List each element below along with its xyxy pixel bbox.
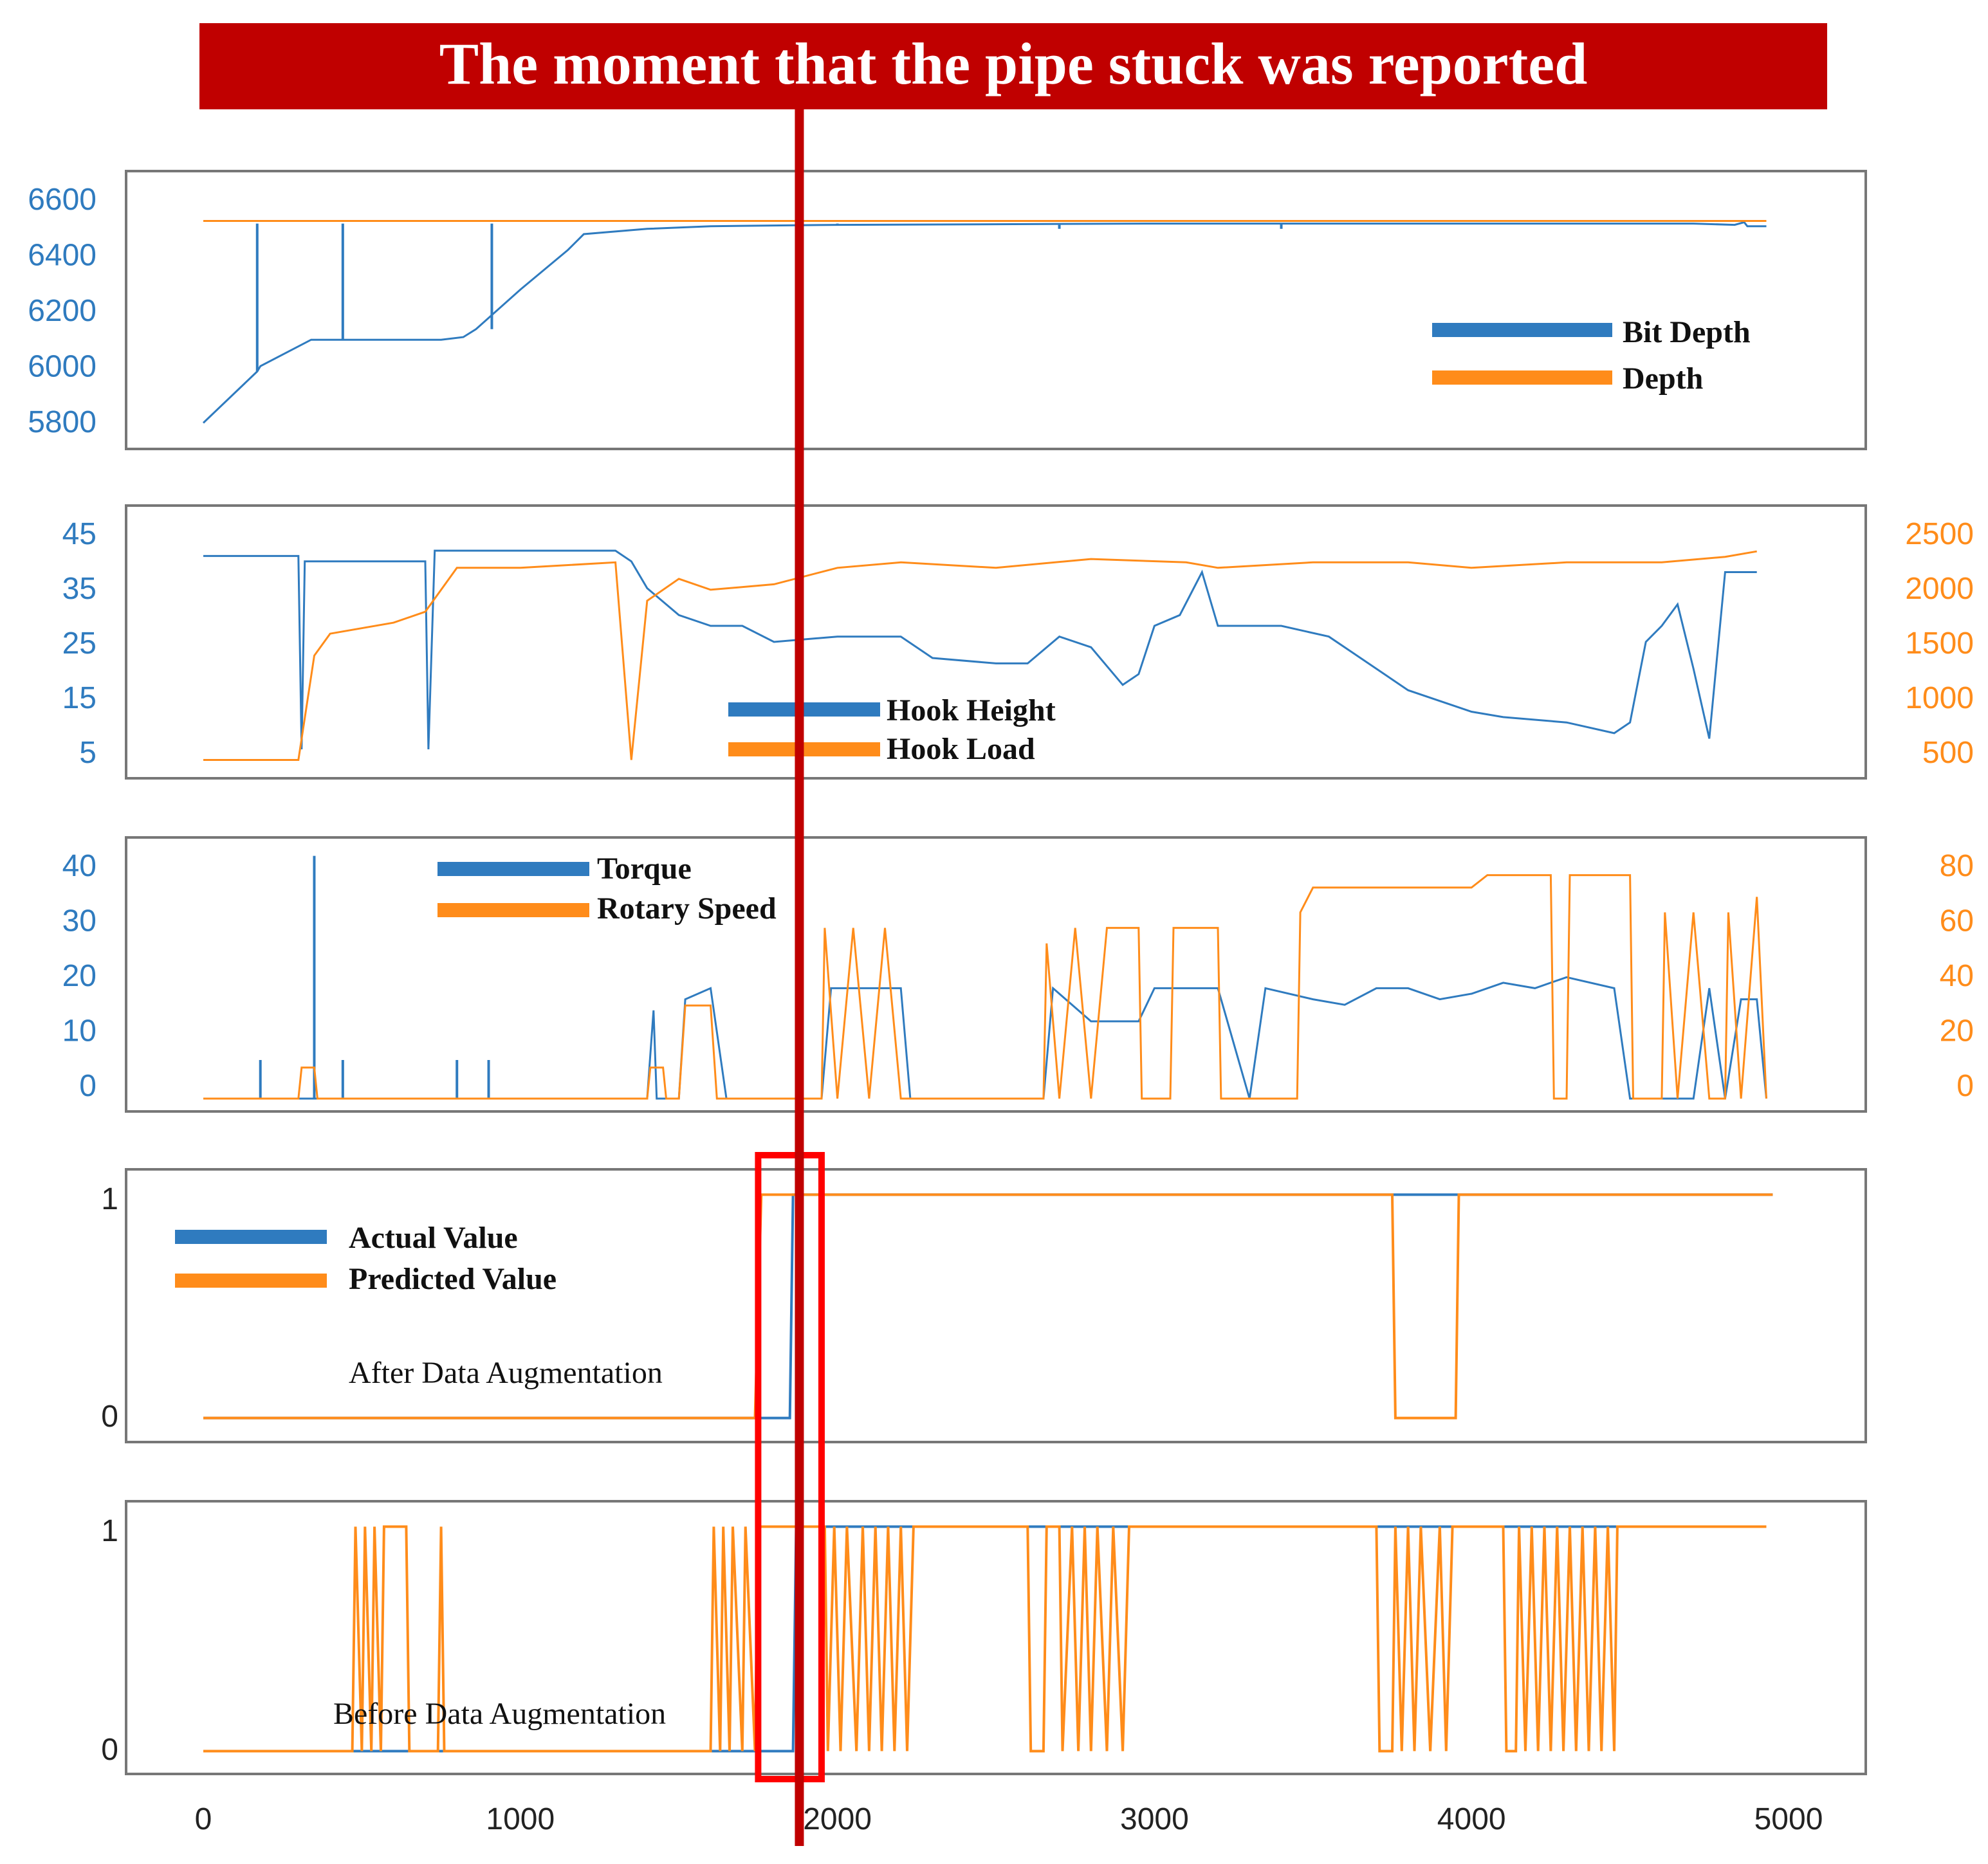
legend-label-torque: Torque [597, 852, 692, 886]
left-tick-p2-1: 35 [62, 572, 97, 606]
banner-background [199, 23, 1827, 109]
legend-label-hook-load: Hook Load [887, 732, 1035, 766]
right-tick-p2-3: 1000 [1905, 681, 1974, 715]
x-tick-1: 1000 [486, 1802, 555, 1836]
panel-1-frame [125, 170, 1867, 450]
left-tick-p5-1: 0 [101, 1733, 118, 1767]
right-tick-p3-2: 40 [1940, 959, 1974, 993]
legend-label-depth: Depth [1623, 361, 1703, 396]
x-tick-2: 2000 [803, 1802, 872, 1836]
legend-label-rotary-speed: Rotary Speed [597, 891, 777, 926]
right-tick-p3-3: 20 [1940, 1014, 1974, 1048]
panel-4-frame [125, 1168, 1867, 1443]
series-line-p2-hook-height [203, 549, 1757, 750]
legend-swatch-rotary-speed [437, 903, 589, 917]
legend-swatch-torque [437, 862, 589, 876]
series-lines [202, 220, 1773, 1753]
legend-panel-1: Bit Depth Depth [1432, 315, 1751, 396]
legend-swatch-hook-height [728, 702, 880, 717]
annotation-after-augmentation: After Data Augmentation [349, 1356, 663, 1390]
legend-panel-3: Torque Rotary Speed [437, 852, 777, 926]
left-tick-p4-0: 1 [101, 1182, 118, 1216]
left-tick-p1-4: 5800 [28, 405, 97, 439]
right-tick-p2-4: 500 [1922, 736, 1974, 770]
left-tick-p1-3: 6000 [28, 350, 97, 384]
left-tick-p1-1: 6400 [28, 239, 97, 273]
series-line-p5-s2 [203, 1525, 1767, 1753]
left-tick-p3-3: 10 [62, 1014, 97, 1048]
left-tick-p4-1: 0 [101, 1400, 118, 1434]
legend-label-hook-height: Hook Height [887, 693, 1056, 727]
legend-panel-2: Hook Height Hook Load [728, 693, 1056, 766]
left-tick-p2-3: 15 [62, 681, 97, 715]
right-tick-p3-4: 0 [1956, 1069, 1974, 1103]
left-tick-p1-0: 6600 [28, 183, 97, 217]
x-tick-5: 5000 [1754, 1802, 1823, 1836]
x-tick-3: 3000 [1120, 1802, 1189, 1836]
right-tick-p2-1: 2000 [1905, 572, 1974, 606]
annotation-before-augmentation: Before Data Augmentation [333, 1697, 666, 1731]
left-tick-p3-4: 0 [79, 1069, 97, 1103]
legend-label-bit-depth: Bit Depth [1623, 315, 1751, 349]
left-tick-p2-2: 25 [62, 626, 97, 661]
left-tick-p1-2: 6200 [28, 294, 97, 328]
stuck-highlight-box [755, 1152, 825, 1782]
left-tick-p5-0: 1 [101, 1514, 118, 1548]
right-tick-p3-0: 80 [1940, 849, 1974, 883]
left-tick-p3-1: 30 [62, 904, 97, 938]
right-tick-p2-0: 2500 [1905, 517, 1974, 551]
legend-swatch-depth [1432, 370, 1612, 385]
x-tick-0: 0 [195, 1802, 212, 1836]
series-line-p3-torque [203, 976, 1767, 1100]
legend-label-predicted-value: Predicted Value [349, 1262, 557, 1296]
legend-label-actual-value: Actual Value [349, 1221, 518, 1255]
panel-3-frame [125, 836, 1867, 1113]
tick-labels: 6600640062006000580045352515525002000150… [28, 183, 1974, 1836]
right-tick-p3-1: 60 [1940, 904, 1974, 938]
banner-text: The moment that the pipe stuck was repor… [439, 31, 1588, 96]
series-line-p2-hook-load [203, 550, 1757, 761]
legend-swatch-hook-load [728, 742, 880, 756]
series-line-p1-bit-depth [202, 221, 1767, 424]
left-tick-p2-4: 5 [79, 736, 97, 770]
stuck-report-marker-line [795, 109, 804, 1846]
left-tick-p3-2: 20 [62, 959, 97, 993]
series-line-p3-rotary-speed [203, 874, 1767, 1100]
panel-2-frame [125, 504, 1867, 780]
legend-swatch-actual-value [175, 1230, 327, 1244]
legend-swatch-bit-depth [1432, 323, 1612, 337]
left-tick-p2-0: 45 [62, 517, 97, 551]
x-tick-4: 4000 [1437, 1802, 1506, 1836]
panel-5-frame [125, 1500, 1867, 1775]
left-tick-p3-0: 40 [62, 849, 97, 883]
legend-panel-4: Actual Value Predicted Value [175, 1221, 557, 1296]
legend-swatch-predicted-value [175, 1274, 327, 1288]
right-tick-p2-2: 1500 [1905, 626, 1974, 661]
